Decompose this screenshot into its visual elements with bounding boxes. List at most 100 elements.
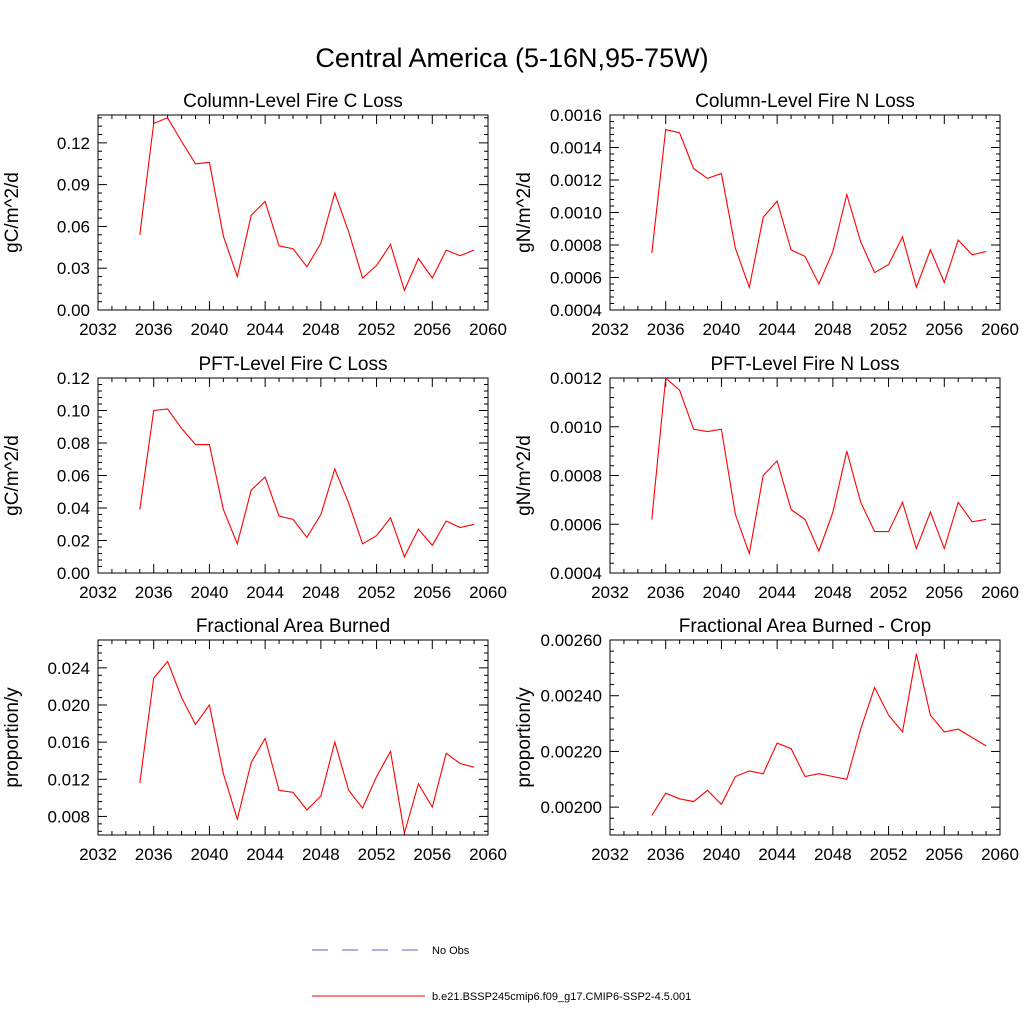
x-tick-label: 2056 [925,845,963,864]
x-tick-label: 2036 [647,845,685,864]
x-tick-label: 2044 [758,845,796,864]
series-line [651,128,987,290]
chart-panel-1: Column-Level Fire C Loss gC/m^2/d 2032 2036… [2,91,507,339]
y-tick-label: 0.12 [57,369,90,388]
plot-frame [609,639,1001,836]
plot-frame [97,639,489,836]
x-tick-label: 2052 [870,845,908,864]
x-tick-label: 2048 [814,583,852,602]
y-tick-label: 0.12 [57,134,90,153]
x-tick-label: 2040 [191,845,229,864]
panel-title: PFT-Level Fire N Loss [711,354,900,375]
panel-title: Fractional Area Burned [196,616,390,637]
y-axis-label: proportion/y [514,687,535,788]
x-tick-label: 2048 [302,845,340,864]
chart-panel-6: Fractional Area Burned - Crop proportion/… [514,616,1019,864]
x-tick-label: 2052 [358,320,396,339]
x-tick-label: 2056 [413,583,451,602]
chart-panels: Column-Level Fire C Loss gC/m^2/d 2032 2036… [2,91,1019,864]
x-tick-label: 2040 [703,583,741,602]
x-tick-label: 2040 [703,845,741,864]
x-tick-label: 2052 [870,583,908,602]
x-tick-label: 2044 [246,583,284,602]
y-tick-label: 0.09 [57,176,90,195]
x-tick-label: 2056 [413,845,451,864]
x-tick-label: 2056 [925,320,963,339]
plot-frame [97,377,489,574]
x-tick-label: 2032 [79,583,117,602]
plot-frame [609,114,1001,311]
x-tick-label: 2060 [469,583,507,602]
plot-frame [97,114,489,311]
y-tick-label: 0.0010 [550,418,602,437]
y-tick-label: 0.0008 [550,467,602,486]
legend-label: b.e21.BSSP245cmip6.f09_g17.CMIP6-SSP2-4.… [432,991,691,1003]
y-axis-label: proportion/y [2,687,23,788]
y-tick-label: 0.00220 [541,742,602,761]
y-tick-label: 0.04 [57,499,90,518]
y-tick-label: 0.016 [47,733,90,752]
x-tick-label: 2048 [302,583,340,602]
y-axis-label: gN/m^2/d [514,435,535,516]
y-tick-label: 0.08 [57,434,90,453]
x-tick-label: 2056 [925,583,963,602]
x-tick-label: 2044 [758,583,796,602]
y-tick-label: 0.012 [47,770,90,789]
x-tick-label: 2060 [981,845,1019,864]
plot-frame [609,377,1001,574]
y-tick-label: 0.020 [47,696,90,715]
chart-panel-5: Fractional Area Burned proportion/y 2032 20… [2,616,507,864]
series-line [139,660,475,834]
y-tick-label: 0.06 [57,217,90,236]
y-tick-label: 0.00 [57,301,90,320]
y-tick-label: 0.0014 [550,139,602,158]
x-tick-label: 2040 [703,320,741,339]
x-tick-label: 2032 [79,845,117,864]
y-tick-label: 0.00200 [541,798,602,817]
x-tick-label: 2048 [814,845,852,864]
y-axis-label: gN/m^2/d [514,172,535,253]
y-axis-label: gC/m^2/d [2,435,23,516]
x-tick-label: 2032 [591,583,629,602]
y-tick-label: 0.0012 [550,369,602,388]
x-tick-label: 2056 [413,320,451,339]
x-tick-label: 2032 [591,320,629,339]
y-tick-label: 0.0012 [550,171,602,190]
y-tick-label: 0.02 [57,532,90,551]
chart-panel-3: PFT-Level Fire C Loss gC/m^2/d 2032 2036 204… [2,354,507,602]
series-line [139,117,475,293]
panel-title: Column-Level Fire C Loss [183,91,403,112]
x-tick-label: 2052 [870,320,908,339]
x-tick-label: 2048 [302,320,340,339]
x-tick-label: 2044 [246,320,284,339]
panel-title: Fractional Area Burned - Crop [679,616,931,637]
y-tick-label: 0.0006 [550,269,602,288]
y-tick-label: 0.024 [47,659,90,678]
figure-title: Central America (5-16N,95-75W) [315,43,708,73]
y-tick-label: 0.10 [57,402,90,421]
y-tick-label: 0.00260 [541,631,602,650]
x-tick-label: 2036 [647,583,685,602]
y-tick-label: 0.008 [47,807,90,826]
x-tick-label: 2060 [469,845,507,864]
x-tick-label: 2060 [469,320,507,339]
x-tick-label: 2060 [981,320,1019,339]
panel-title: PFT-Level Fire C Loss [199,354,388,375]
y-tick-label: 0.06 [57,467,90,486]
x-tick-label: 2060 [981,583,1019,602]
y-tick-label: 0.0004 [550,564,602,583]
y-tick-label: 0.00240 [541,687,602,706]
legend-label: No Obs [432,945,470,957]
x-tick-label: 2036 [135,320,173,339]
chart-panel-2: Column-Level Fire N Loss gN/m^2/d 2032 2036… [514,91,1019,339]
y-tick-label: 0.0006 [550,515,602,534]
series-line [139,408,475,559]
y-tick-label: 0.03 [57,259,90,278]
x-tick-label: 2044 [758,320,796,339]
panel-title: Column-Level Fire N Loss [695,91,915,112]
chart-panel-4: PFT-Level Fire N Loss gN/m^2/d 2032 2036 204… [514,354,1019,602]
x-tick-label: 2032 [591,845,629,864]
x-tick-label: 2036 [135,845,173,864]
